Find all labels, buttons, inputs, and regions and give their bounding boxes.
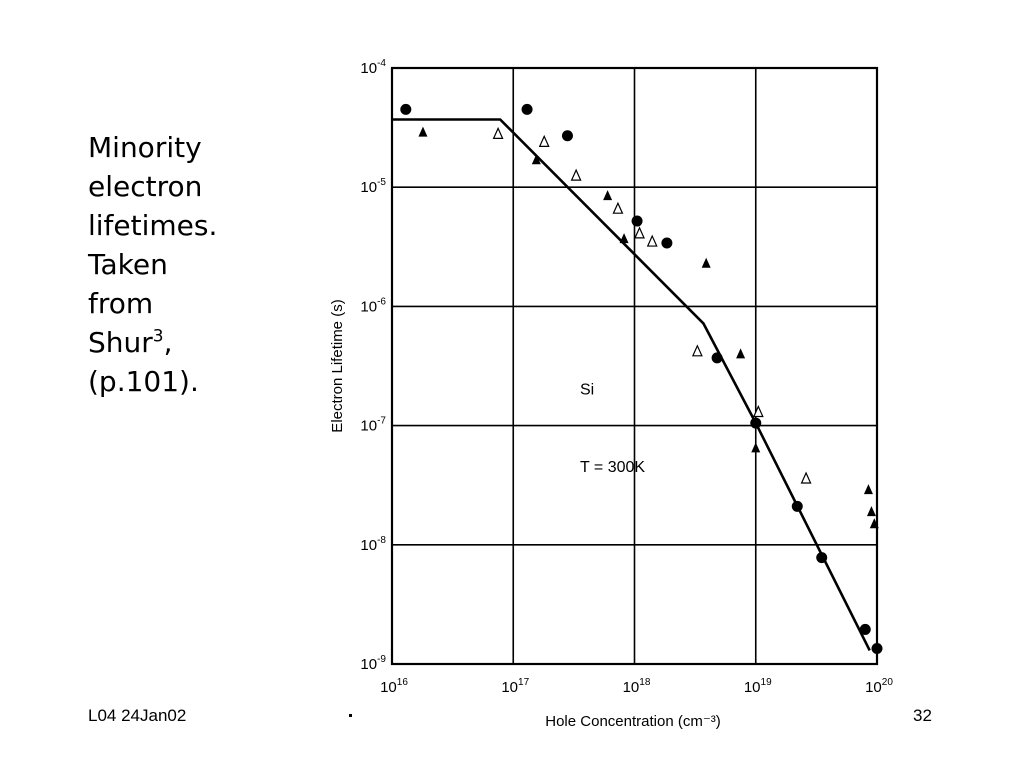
data-point-triangle-filled bbox=[418, 126, 428, 137]
y-tick-label: 10-9 bbox=[360, 654, 386, 673]
data-point-triangle-open bbox=[646, 234, 658, 247]
plot-frame bbox=[390, 66, 879, 666]
x-tick-label: 1016 bbox=[380, 677, 408, 696]
data-point-triangle-filled bbox=[866, 506, 876, 517]
caption-line: (p.101). bbox=[88, 365, 199, 398]
y-tick-label: 10-8 bbox=[360, 535, 386, 554]
data-point-circle bbox=[521, 103, 533, 115]
data-point-triangle-open bbox=[612, 201, 624, 214]
data-point-circle bbox=[816, 552, 828, 564]
caption-line: Shur3, bbox=[88, 323, 288, 362]
y-axis-label: Electron Lifetime (s) bbox=[329, 299, 346, 432]
data-point-triangle-filled bbox=[531, 154, 541, 165]
data-point-triangle-open bbox=[492, 126, 504, 139]
caption-reference-superscript: 3 bbox=[152, 326, 164, 347]
caption-line: from bbox=[88, 287, 154, 320]
data-point-circle bbox=[631, 215, 643, 227]
data-point-triangle-filled bbox=[603, 190, 613, 201]
grid bbox=[391, 67, 878, 665]
caption-line: Minority bbox=[88, 131, 202, 164]
data-point-circle bbox=[871, 642, 883, 654]
data-point-triangle-open bbox=[538, 134, 550, 147]
data-point-circle bbox=[791, 500, 803, 512]
x-tick-label: 1020 bbox=[865, 677, 893, 696]
x-tick-label: 1017 bbox=[501, 677, 529, 696]
tick-labels: 1016 1017 1018 1019 1020 10-9 10-8 10-7 10-6 10-5… bbox=[360, 58, 893, 696]
data-point-triangle-filled bbox=[863, 484, 873, 495]
fit-line-group bbox=[392, 118, 871, 651]
y-tick-label: 10-5 bbox=[360, 177, 386, 196]
data-point-triangle-open bbox=[570, 168, 582, 181]
y-tick-label: 10-7 bbox=[360, 416, 386, 435]
data-point-triangle-open bbox=[634, 226, 645, 239]
y-tick-label: 10-6 bbox=[360, 296, 386, 315]
y-tick-label: 10-4 bbox=[360, 58, 386, 77]
caption-line: electron bbox=[88, 170, 203, 203]
x-tick-label: 1018 bbox=[623, 677, 651, 696]
data-markers bbox=[400, 103, 883, 654]
data-point-triangle-filled bbox=[619, 233, 629, 244]
data-point-circle bbox=[859, 623, 871, 635]
data-point-circle bbox=[661, 237, 673, 249]
footer-dot bbox=[349, 714, 352, 717]
page-number: 32 bbox=[913, 706, 932, 725]
data-point-circle bbox=[750, 417, 762, 429]
annotations: Si T = 300K bbox=[580, 382, 645, 476]
caption-line: lifetimes. bbox=[88, 209, 218, 242]
footer-lecture-id: L04 24Jan02 bbox=[88, 706, 187, 725]
x-axis-label: Hole Concentration (cm⁻³) bbox=[545, 713, 720, 730]
data-point-triangle-filled bbox=[751, 442, 761, 453]
data-point-triangle-filled bbox=[869, 518, 879, 529]
chart-annotation: Si bbox=[580, 382, 594, 399]
fit-line bbox=[392, 118, 871, 651]
x-tick-label: 1019 bbox=[744, 677, 772, 696]
data-point-triangle-open bbox=[800, 471, 812, 484]
data-point-triangle-filled bbox=[701, 257, 711, 268]
data-point-triangle-open bbox=[691, 344, 703, 357]
data-point-triangle-filled bbox=[736, 348, 746, 359]
data-point-circle bbox=[711, 352, 723, 364]
chart-annotation: T = 300K bbox=[580, 459, 645, 476]
data-point-circle bbox=[561, 130, 573, 142]
caption-comma: , bbox=[163, 326, 173, 359]
caption-line: Taken bbox=[88, 248, 168, 281]
slide-caption: Minority electron lifetimes. Taken from … bbox=[88, 128, 288, 401]
caption-reference-name: Shur bbox=[88, 326, 153, 359]
data-point-circle bbox=[400, 103, 412, 115]
data-point-triangle-open bbox=[752, 405, 764, 418]
